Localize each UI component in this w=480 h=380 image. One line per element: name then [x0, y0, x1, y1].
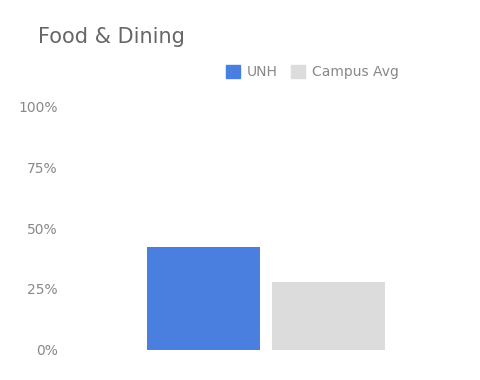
Legend: UNH, Campus Avg: UNH, Campus Avg: [220, 60, 405, 85]
Bar: [272, 282, 385, 350]
Bar: [147, 247, 260, 350]
Text: Food & Dining: Food & Dining: [38, 27, 185, 47]
